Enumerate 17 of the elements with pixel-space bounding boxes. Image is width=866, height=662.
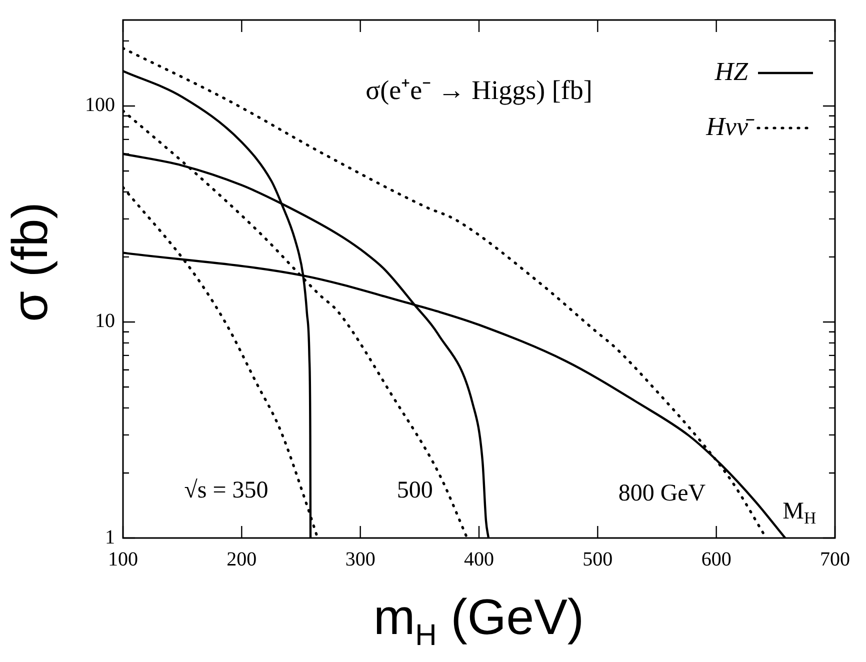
x-tick-label: 200 (226, 548, 257, 570)
text: σ(e⁺e⁻ → Higgs) [fb] (366, 75, 592, 106)
y-tick-label: 1 (105, 526, 115, 548)
legend-label: Hνν̄ (705, 112, 755, 141)
x-tick-label: 600 (701, 548, 732, 570)
x-tick-label: 700 (820, 548, 850, 570)
x-axis-title: m$_{H}$ (GeV) (374, 589, 584, 652)
x-tick-label: 400 (464, 548, 494, 570)
x-tick-label: 500 (582, 548, 613, 570)
annotation: 500 (396, 478, 433, 504)
y-tick-label: 10 (95, 310, 115, 332)
annotation: √s = 350 (184, 478, 268, 504)
annotation: 800 GeV (618, 480, 706, 506)
x-tick-label: 300 (345, 548, 376, 570)
y-tick-label: 100 (85, 94, 115, 116)
legend-label: HZ (714, 56, 749, 86)
y-axis-title: σ (fb) (2, 202, 58, 322)
